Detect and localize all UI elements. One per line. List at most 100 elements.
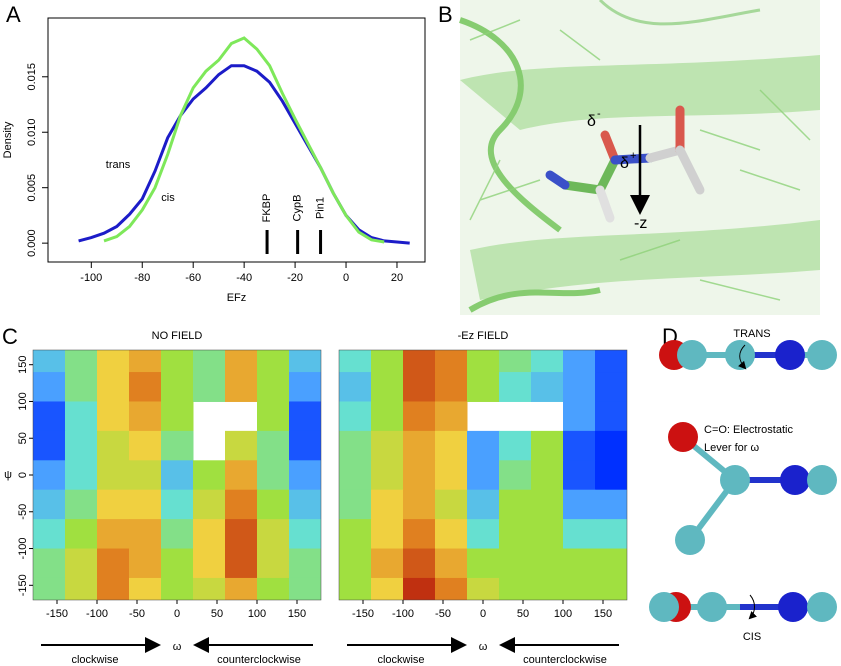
y-tick-label: 0.015 [26,63,38,91]
heatmap-cell [65,489,98,520]
x-tick-label: -40 [236,272,252,284]
state-label: CIS [743,631,761,643]
x-tick-label: -150 [46,608,68,620]
heatmap-cell [129,350,162,373]
heatmap-cell [193,548,226,579]
heatmap-cell [161,430,194,461]
heatmap-cell [129,577,162,600]
marker-label: Pin1 [314,197,326,219]
heatmap-cell [371,460,404,491]
axis-label: -z [634,215,647,232]
heatmap-cell [371,350,404,373]
heatmap-cell [531,548,564,579]
heatmap-cell [65,430,98,461]
x-tick-label: -150 [352,608,374,620]
heatmap-cell [257,350,290,373]
x-tick-label: -100 [80,272,102,284]
heatmap-cell [33,350,66,373]
heatmap-cell [595,489,627,520]
heatmap-cell [467,350,500,373]
heatmap-cell [97,548,130,579]
heatmap-cell [595,350,627,373]
heatmap-cell [193,460,226,491]
heatmap-cell [65,372,98,402]
heatmap-cell [97,350,130,373]
heatmap-cell [339,577,372,600]
heatmap-cell [531,519,564,550]
heatmap-cell [563,430,596,461]
heatmap-cell [129,430,162,461]
x-tick-label: 50 [211,608,223,620]
y-tick-label: -100 [17,538,29,560]
heatmap-cell [193,489,226,520]
heatmap-cell [403,430,436,461]
heatmap-cell [531,372,564,402]
heatmap-cell [33,548,66,579]
heatmap-cell [595,577,627,600]
x-tick-label: 100 [554,608,572,620]
heatmap-cell [225,350,258,373]
heatmap-cell [595,401,627,432]
heatmap-cell [371,430,404,461]
heatmap-cell [33,372,66,402]
x-tick-label: 0 [174,608,180,620]
heatmap-cell [257,548,290,579]
heatmap-cell [499,372,532,402]
heatmap-cell [467,519,500,550]
structure-d: TRANS C=O: Electrostatic Lever for ω CIS [649,328,837,643]
heatmap-cell [595,430,627,461]
x-tick-label: -100 [392,608,414,620]
heatmap-cell [563,350,596,373]
heatmap-cell [339,548,372,579]
x-tick-label: -20 [287,272,303,284]
heatmap-cell [403,489,436,520]
heatmap-cell [97,577,130,600]
heatmap-cell [435,577,468,600]
x-tick-label: -50 [435,608,451,620]
heatmap-cell [289,350,321,373]
heatmap-cell [193,577,226,600]
heatmap-cell [257,577,290,600]
y-tick-label: 0.005 [26,174,38,202]
marker-label: CypB [292,195,304,222]
heatmap-cell [403,519,436,550]
heatmap-cell [339,401,372,432]
heatmap-cell [97,460,130,491]
heatmap-cell [289,577,321,600]
heatmap-cell [595,548,627,579]
heatmap-cell [499,350,532,373]
annotation: C=O: Electrostatic [704,424,793,436]
heatmap-cell [435,460,468,491]
x-tick-label: -50 [129,608,145,620]
heatmap-cell [129,372,162,402]
x-tick-label: -60 [185,272,201,284]
heatmap-cell [499,489,532,520]
heatmap-cell [563,372,596,402]
panel-label: B [438,2,453,27]
y-tick-label: 0.010 [26,118,38,146]
direction-label: counterclockwise [523,654,607,666]
x-axis-label: ω [173,641,182,653]
heatmap-cell [257,489,290,520]
heatmap-cell [225,577,258,600]
heatmap-cell [97,372,130,402]
heatmap-cell [97,519,130,550]
heatmap-cell [193,372,226,402]
heatmap-cell [563,548,596,579]
heatmap-cell [467,548,500,579]
heatmap-cell [403,372,436,402]
heatmap-cell [33,401,66,432]
panel-label: C [2,324,18,349]
heatmap-cell [161,372,194,402]
heatmap-cell [65,350,98,373]
heatmap-cell [563,401,596,432]
heatmap [33,350,321,600]
state-label: TRANS [733,328,770,340]
heatmap-cell [403,350,436,373]
heatmap-cell [531,350,564,373]
heatmap-cell [531,577,564,600]
heatmap-cell [33,489,66,520]
heatmap-cell [161,548,194,579]
chart-title: NO FIELD [152,330,203,342]
